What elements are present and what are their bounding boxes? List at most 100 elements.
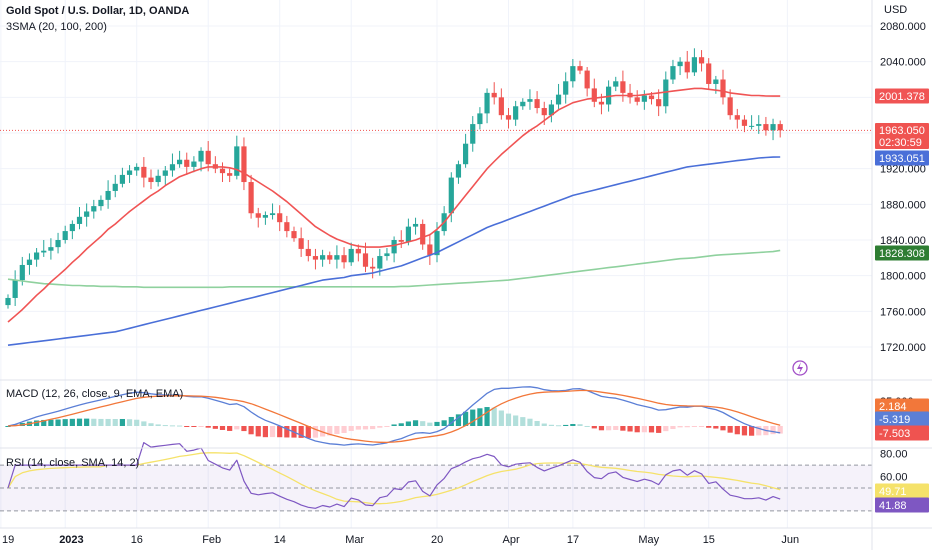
sma-legend[interactable]: 3SMA (20, 100, 200) [6, 21, 107, 33]
macd-histogram-bar [248, 426, 254, 435]
candle-body [749, 125, 755, 127]
rsi-tick-label: 60.00 [880, 472, 908, 484]
time-tick-label: Apr [503, 534, 520, 546]
macd-histogram-bar [377, 426, 383, 428]
macd-histogram-bar [69, 418, 75, 426]
macd-histogram-bar [298, 426, 304, 438]
candle-body [5, 297, 11, 306]
rsi-value-badge-box [875, 497, 929, 513]
candle-body [727, 97, 733, 116]
candle-body [763, 124, 769, 131]
candle-body [48, 247, 54, 251]
macd-histogram-bar [305, 426, 311, 438]
macd-histogram-bar [141, 421, 147, 426]
macd-hist-badge-box [875, 425, 929, 441]
candle-body [541, 108, 547, 116]
candle-body [648, 95, 655, 100]
macd-histogram-bar [663, 426, 669, 432]
macd-histogram-bar [505, 413, 512, 426]
candle-body [656, 99, 662, 107]
macd-histogram-bar [777, 426, 783, 434]
macd-histogram-bar [648, 426, 655, 433]
candle-body [134, 166, 140, 171]
macd-histogram-bar [749, 426, 755, 436]
macd-histogram-bar [184, 426, 190, 427]
price-tick-label: 1800.000 [880, 271, 926, 283]
macd-histogram-bar [491, 407, 497, 426]
macd-histogram-bar [384, 426, 390, 427]
candle-body [698, 57, 705, 64]
macd-histogram-bar [241, 426, 247, 432]
macd-histogram-bar [284, 426, 290, 438]
macd-histogram-bar [277, 426, 283, 438]
macd-histogram-bar [48, 419, 54, 426]
candle-body [91, 206, 97, 212]
macd-histogram-bar [76, 418, 83, 426]
macd-histogram-bar [320, 426, 326, 437]
macd-histogram-bar [55, 419, 61, 426]
macd-histogram-bar [191, 426, 197, 427]
sma100-badge: 1933.051 [879, 153, 925, 165]
candle-body [563, 81, 569, 95]
candle-body [198, 150, 204, 162]
macd-histogram-bar [84, 418, 90, 426]
macd-legend[interactable]: MACD (12, 26, close, 9, EMA, EMA) [6, 388, 183, 400]
time-tick-label: Jun [781, 534, 799, 546]
sma100-line [7, 156, 781, 346]
macd-histogram-bar [362, 426, 369, 430]
macd-histogram-bar [455, 414, 462, 426]
currency-label[interactable]: USD [884, 4, 908, 16]
candle-body [734, 115, 740, 120]
sma200-badge-box [875, 245, 929, 261]
macd-histogram-bar [555, 425, 562, 427]
candle-body [362, 253, 369, 267]
candle-body [770, 124, 776, 131]
lightning-icon[interactable] [792, 360, 808, 376]
macd-histogram-bar [677, 426, 683, 428]
candle-body [119, 174, 125, 184]
macd-hist-badge: -7.503 [879, 428, 910, 440]
rsi-value-badge: 41.88 [879, 500, 907, 512]
candle-body [613, 81, 619, 87]
candle-body [155, 175, 161, 183]
macd-histogram-bar [41, 419, 47, 426]
macd-histogram-bar [119, 418, 125, 426]
sma200-badge: 1828.308 [879, 248, 925, 260]
chart-title-legend[interactable]: Gold Spot / U.S. Dollar, 1D, OANDA [6, 5, 189, 17]
macd-histogram-bar [484, 407, 490, 426]
time-tick-label: 14 [274, 534, 286, 546]
candle-body [384, 253, 390, 257]
macd-histogram-bar [177, 425, 183, 427]
candle-body [255, 213, 261, 218]
candle-body [584, 70, 590, 89]
macd-signal-badge: 2.184 [879, 401, 907, 413]
candle-body [105, 190, 111, 200]
time-tick-label: 2023 [59, 534, 83, 546]
rsi-legend[interactable]: RSI (14, close, SMA, 14, 2) [6, 457, 139, 469]
macd-histogram-bar [219, 426, 226, 430]
candle-body [348, 248, 354, 263]
candle-body [355, 248, 361, 254]
macd-histogram-bar [5, 426, 11, 427]
price-tick-label: 2040.000 [880, 57, 926, 69]
macd-histogram-bar [541, 423, 547, 426]
macd-histogram-bar [698, 426, 705, 427]
macd-histogram-bar [741, 426, 748, 436]
macd-histogram-bar [634, 426, 640, 433]
macd-histogram-bar [598, 426, 605, 431]
candle-body [370, 266, 376, 269]
macd-histogram-bar [720, 426, 726, 431]
grid [0, 0, 872, 528]
candle-body [591, 88, 597, 102]
candle-body [412, 223, 419, 227]
sma20-line [7, 87, 781, 323]
candle-body [148, 177, 154, 183]
candle-body [69, 223, 75, 232]
time-tick-label: 16 [131, 534, 143, 546]
sma-legend-text: 3SMA (20, 100, 200) [6, 21, 107, 33]
time-tick-label: 15 [703, 534, 715, 546]
candle-body [241, 146, 247, 183]
